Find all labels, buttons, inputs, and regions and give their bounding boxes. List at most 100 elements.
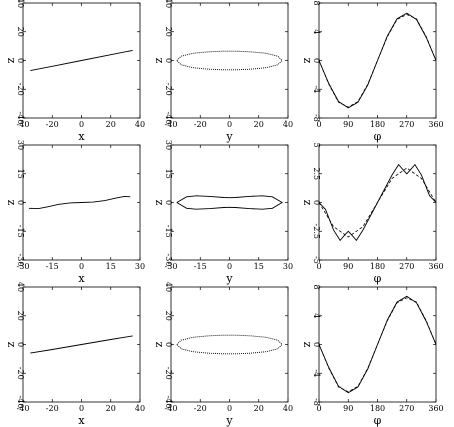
- chart-panel-5: -30 -15 0 15 30 -30 -15 0 15 30 y z: [153, 140, 293, 285]
- y-tick-label: 0: [312, 200, 321, 205]
- x-axis-label: φ: [374, 414, 382, 427]
- x-axis-label: y: [225, 130, 233, 143]
- chart-panel-2: -40 -20 0 20 40 -40 -20 0 20 40 y z: [153, 0, 293, 143]
- solid-series-line: [28, 195, 131, 210]
- chart-panel-4: -30 -15 0 15 30 -30 -15 0 15 30 x z: [5, 140, 145, 285]
- chart-panel-8: -40 -20 0 20 40 -40 -20 0 20 40 y z: [153, 282, 293, 427]
- x-tick-label: -20: [194, 404, 207, 413]
- x-tick-label: -40: [17, 404, 30, 413]
- y-tick-label: 20: [164, 311, 173, 321]
- y-tick-label: 30: [16, 140, 25, 150]
- x-axis-label: y: [225, 414, 233, 427]
- x-tick-label: 0: [79, 404, 84, 413]
- y-tick-label: -20: [16, 367, 25, 380]
- x-tick-label: 20: [254, 120, 264, 129]
- x-tick-label: 40: [135, 404, 145, 413]
- x-tick-label: 20: [106, 404, 116, 413]
- y-tick-label: 0: [16, 200, 25, 205]
- x-tick-label: -30: [17, 262, 30, 271]
- chart-panel-9: 0 90 180 270 360 -8 -4 0 4 8 φ z: [301, 284, 444, 427]
- solid-series-line: [176, 50, 283, 71]
- x-tick-label: 20: [254, 404, 264, 413]
- y-tick-label: 0: [312, 58, 321, 63]
- x-tick-label: 0: [79, 262, 84, 271]
- solid-series-line: [30, 49, 133, 72]
- y-tick-label: -40: [164, 112, 173, 125]
- x-tick-label: -20: [194, 120, 207, 129]
- x-tick-label: 0: [227, 120, 232, 129]
- plot-frame: [170, 2, 289, 119]
- y-tick-label: 30: [164, 140, 173, 150]
- y-tick-label: -30: [164, 254, 173, 267]
- y-tick-label: 0: [164, 342, 173, 347]
- y-tick-label: 40: [164, 282, 173, 292]
- y-tick-label: 2.5: [312, 167, 321, 180]
- y-tick-label: 5: [312, 142, 321, 147]
- solid-series-line: [176, 334, 283, 355]
- y-tick-label: 0: [16, 342, 25, 347]
- y-tick-label: -2.5: [312, 224, 321, 239]
- y-tick-label: -8: [312, 114, 321, 122]
- x-tick-label: -40: [165, 404, 178, 413]
- x-tick-label: -20: [46, 404, 59, 413]
- y-tick-label: -15: [16, 225, 25, 238]
- dashed-series-line: [318, 297, 437, 393]
- y-tick-label: -40: [16, 112, 25, 125]
- x-tick-label: -15: [46, 262, 59, 271]
- x-tick-label: 180: [370, 404, 385, 413]
- y-axis-label: z: [301, 58, 314, 64]
- y-tick-label: -20: [164, 367, 173, 380]
- x-tick-label: 40: [135, 120, 145, 129]
- y-tick-label: -40: [164, 396, 173, 409]
- chart-panel-7: -40 -20 0 20 40 -40 -20 0 20 40 x z: [5, 282, 145, 427]
- y-tick-label: 40: [16, 282, 25, 292]
- x-tick-label: 270: [399, 120, 414, 129]
- y-axis-label: z: [153, 58, 166, 64]
- x-axis-label: x: [78, 130, 85, 143]
- dashed-series-line: [318, 14, 437, 108]
- y-tick-label: -4: [312, 369, 321, 377]
- x-axis-label: x: [78, 414, 85, 427]
- plot-frame: [170, 286, 289, 403]
- y-tick-label: 4: [312, 313, 321, 318]
- y-tick-label: 15: [164, 169, 173, 179]
- x-tick-label: 180: [370, 120, 385, 129]
- x-tick-label: 0: [227, 404, 232, 413]
- y-tick-label: 40: [164, 0, 173, 8]
- x-tick-label: 360: [428, 120, 443, 129]
- x-tick-label: 0: [316, 404, 321, 413]
- x-tick-label: 20: [106, 120, 116, 129]
- x-tick-label: 30: [283, 262, 293, 271]
- x-tick-label: 0: [79, 120, 84, 129]
- solid-series-line: [30, 335, 133, 354]
- x-axis-label: φ: [374, 272, 382, 285]
- x-tick-label: 0: [316, 262, 321, 271]
- y-axis-label: z: [5, 200, 18, 206]
- y-axis-label: z: [5, 58, 18, 64]
- x-tick-label: 15: [106, 262, 116, 271]
- x-tick-label: 40: [283, 120, 293, 129]
- x-tick-label: 90: [343, 404, 353, 413]
- y-axis-label: z: [301, 342, 314, 348]
- x-tick-label: 90: [343, 262, 353, 271]
- chart-panel-1: -40 -20 0 20 40 -40 -20 0 20 40 x z: [5, 0, 145, 143]
- y-tick-label: -4: [312, 85, 321, 93]
- y-tick-label: 20: [16, 311, 25, 321]
- y-tick-label: 0: [164, 200, 173, 205]
- x-tick-label: 270: [399, 262, 414, 271]
- y-axis-label: z: [153, 342, 166, 348]
- y-tick-label: -30: [16, 254, 25, 267]
- x-tick-label: 0: [316, 120, 321, 129]
- chart-panel-6: 0 90 180 270 360 -5 -2.5 0 2.5 5 φ z: [301, 142, 444, 285]
- y-tick-label: 0: [16, 58, 25, 63]
- x-tick-label: -15: [194, 262, 207, 271]
- y-tick-label: -15: [164, 225, 173, 238]
- y-axis-label: z: [301, 200, 314, 206]
- y-tick-label: 8: [312, 284, 321, 289]
- y-tick-label: -20: [16, 83, 25, 96]
- x-tick-label: 360: [428, 404, 443, 413]
- y-tick-label: 8: [312, 0, 321, 5]
- y-tick-label: -20: [164, 83, 173, 96]
- y-tick-label: 15: [16, 169, 25, 179]
